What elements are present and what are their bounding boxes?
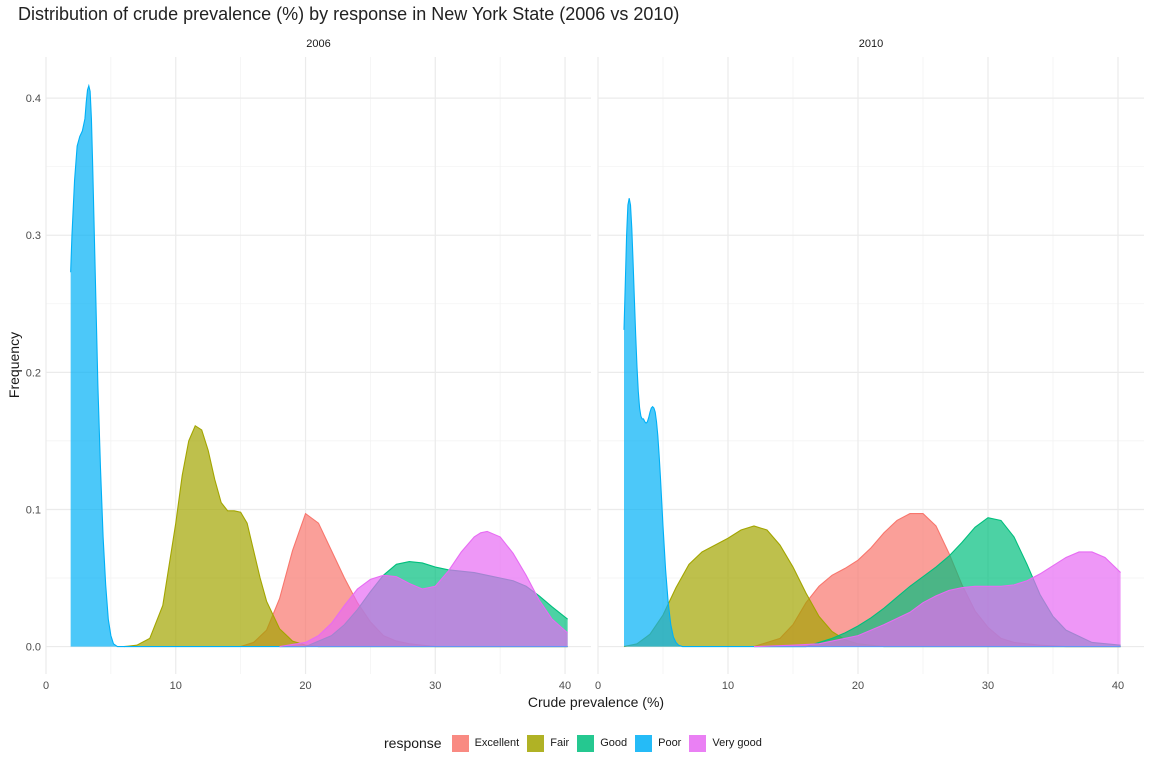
- y-tick-label: 0.3: [26, 230, 41, 242]
- legend-label-fair: Fair: [550, 737, 570, 749]
- density-line-very-good: [753, 551, 1121, 648]
- x-tick-label: 10: [170, 680, 182, 692]
- x-tick-label: 10: [722, 680, 734, 692]
- legend-key-fair: [527, 734, 545, 752]
- legend-item-poor: Poor: [635, 734, 682, 752]
- legend-key-very-good: [689, 734, 707, 752]
- chart-title: Distribution of crude prevalence (%) by …: [18, 4, 680, 24]
- density-area-excellent: [240, 513, 568, 647]
- legend-key-good: [577, 734, 595, 752]
- legend-item-excellent: Excellent: [451, 734, 520, 752]
- legend-label-good: Good: [600, 737, 628, 749]
- x-tick-label: 30: [982, 680, 994, 692]
- legend-item-fair: Fair: [527, 734, 570, 752]
- density-line-poor: [623, 198, 1121, 648]
- y-tick-label: 0.4: [26, 93, 41, 105]
- x-tick-label: 20: [852, 680, 864, 692]
- facet-label-2010: 2010: [859, 38, 883, 50]
- y-axis-title: Frequency: [6, 332, 22, 398]
- x-tick-label: 40: [559, 680, 571, 692]
- legend-label-poor: Poor: [658, 737, 682, 749]
- legend-label-very-good: Very good: [712, 737, 762, 749]
- density-area-fair: [624, 525, 1121, 647]
- density-line-poor: [70, 83, 568, 648]
- x-tick-label: 0: [43, 680, 49, 692]
- density-area-very-good: [754, 551, 1121, 647]
- facet-label-2006: 2006: [306, 38, 330, 50]
- y-tick-label: 0.2: [26, 367, 41, 379]
- legend-item-very-good: Very good: [689, 734, 762, 752]
- x-axis-title: Crude prevalence (%): [528, 694, 664, 710]
- legend-label-excellent: Excellent: [474, 737, 520, 749]
- legend-key-excellent: [451, 734, 469, 752]
- x-tick-label: 30: [429, 680, 441, 692]
- density-area-fair: [123, 425, 568, 647]
- density-line-very-good: [279, 530, 569, 648]
- panel-2010: 2010 0 10 20 30 40: [595, 38, 1144, 692]
- y-tick-label: 0.0: [26, 642, 41, 654]
- legend-key-poor: [635, 734, 653, 752]
- x-tick-label: 20: [299, 680, 311, 692]
- legend-item-good: Good: [577, 734, 628, 752]
- legend: response Excellent Fair Good Poor Very g…: [384, 731, 770, 755]
- legend-title: response: [384, 735, 442, 751]
- y-tick-label: 0.1: [26, 504, 41, 516]
- x-tick-label: 40: [1112, 680, 1124, 692]
- x-tick-label: 0: [595, 680, 601, 692]
- panel-2006: 2006 0 10 20 30 40 0.0 0.1 0.2 0.3 0.4: [26, 38, 591, 692]
